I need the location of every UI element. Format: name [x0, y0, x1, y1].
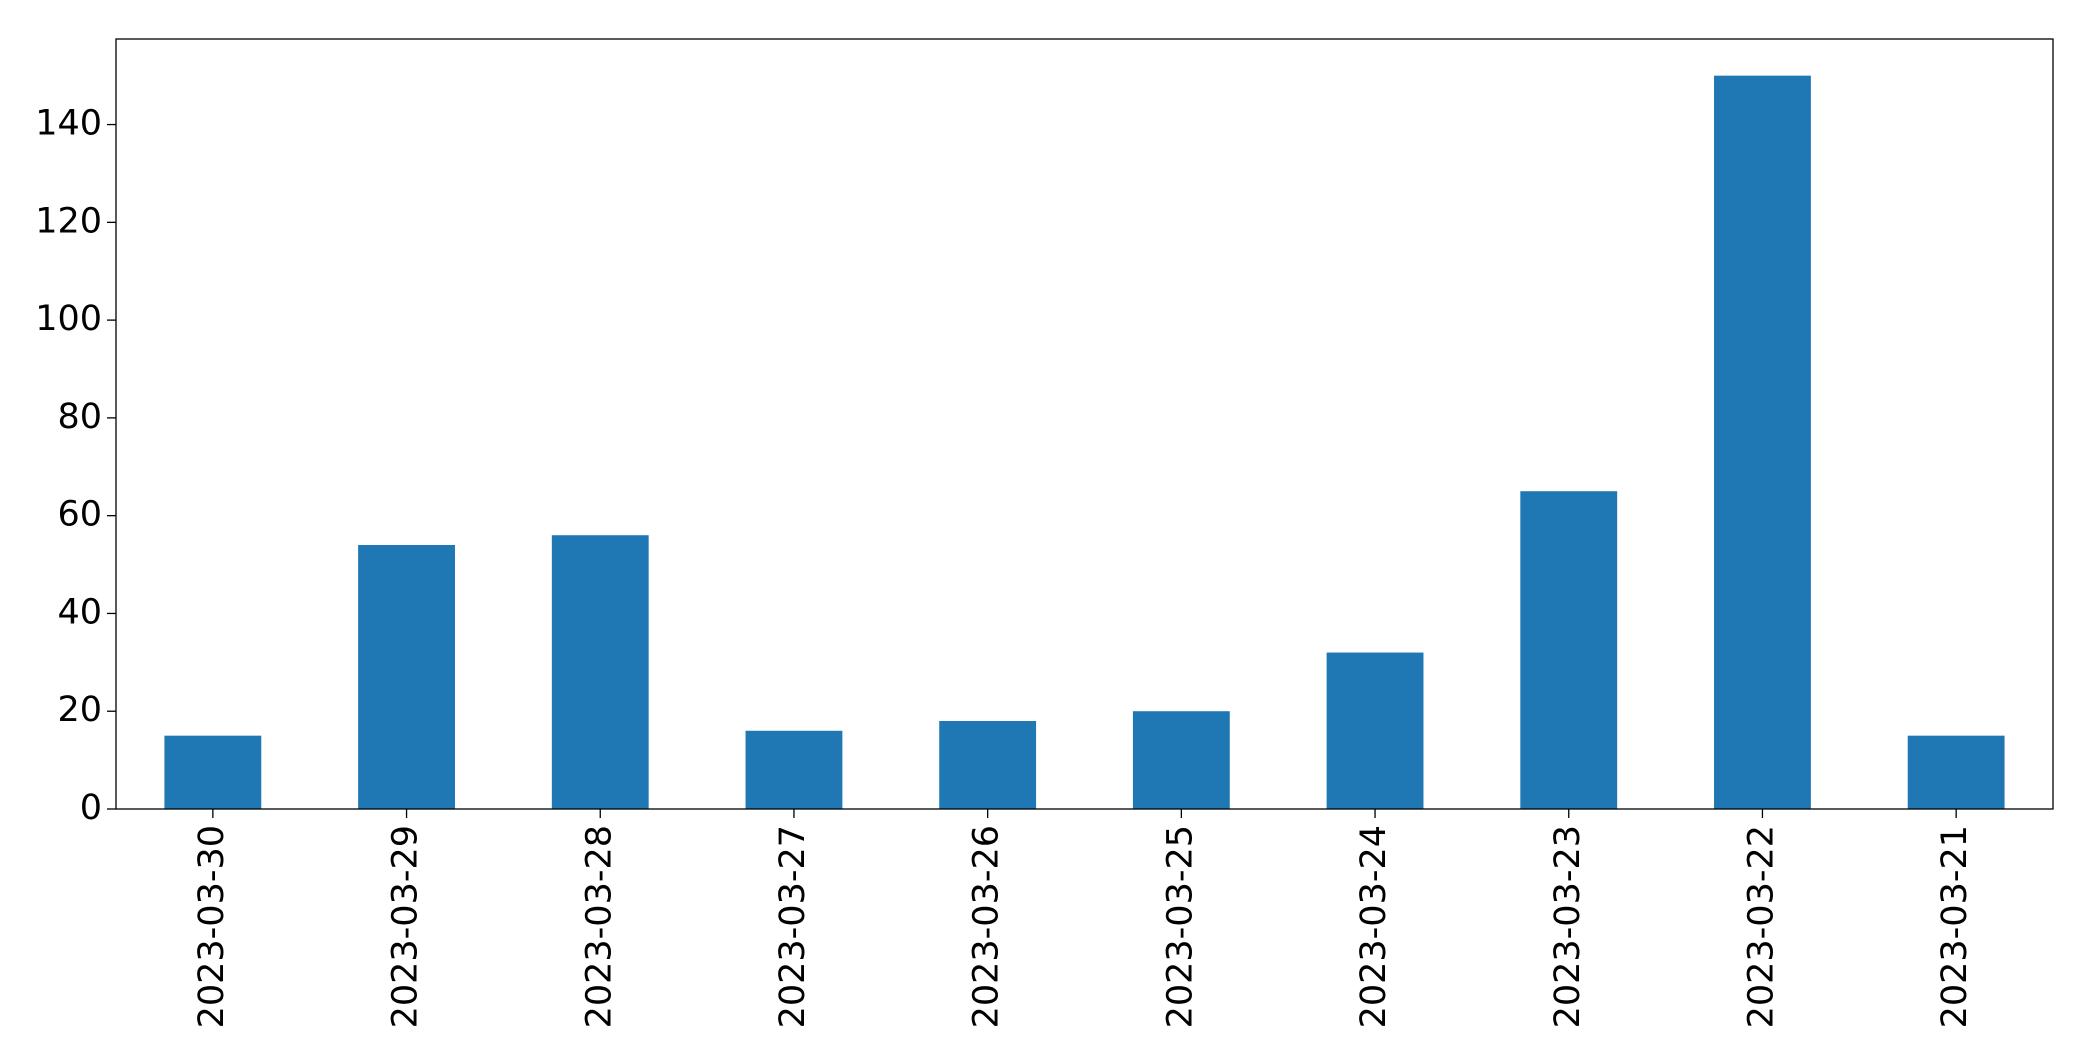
bar [1714, 75, 1811, 809]
bar [1520, 491, 1618, 809]
x-tick-label: 2023-03-26 [967, 825, 1007, 1028]
y-tick-label: 140 [35, 104, 102, 144]
bar [358, 545, 455, 809]
x-tick-label: 2023-03-25 [1160, 825, 1200, 1028]
x-tick-label: 2023-03-29 [386, 825, 426, 1028]
x-tick-label: 2023-03-23 [1548, 825, 1588, 1028]
plot-frame [115, 38, 2054, 810]
x-tick-label: 2023-03-27 [773, 825, 813, 1028]
y-tick-label: 80 [57, 397, 102, 437]
bar [745, 730, 843, 809]
bar [1326, 652, 1424, 809]
bar [1132, 711, 1230, 809]
x-tick-label: 2023-03-28 [579, 825, 619, 1028]
y-tick-label: 60 [57, 495, 102, 535]
x-tick-label: 2023-03-30 [192, 825, 232, 1028]
bar [551, 535, 649, 809]
y-tick-label: 40 [57, 592, 102, 632]
y-tick-label: 0 [80, 788, 102, 828]
y-tick-label: 100 [35, 299, 102, 339]
bar [1907, 735, 2005, 809]
x-tick-label: 2023-03-21 [1935, 825, 1975, 1028]
x-tick-label: 2023-03-24 [1354, 825, 1394, 1028]
y-tick-label: 20 [57, 690, 102, 730]
y-tick-label: 120 [35, 201, 102, 241]
x-tick-label: 2023-03-22 [1741, 825, 1781, 1028]
bar [939, 721, 1037, 809]
bar [164, 735, 262, 809]
